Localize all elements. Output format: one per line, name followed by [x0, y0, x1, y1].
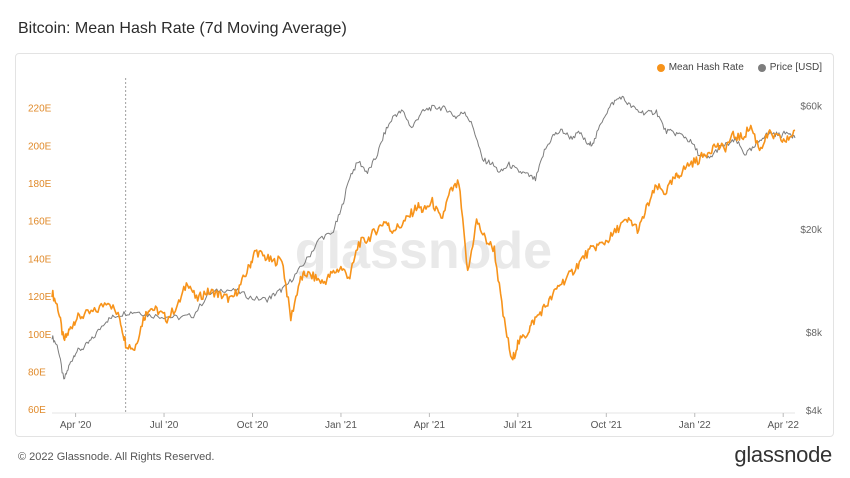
- legend-item-price[interactable]: Price [USD]: [757, 62, 822, 73]
- brand-logo: glassnode: [734, 442, 832, 467]
- legend-label-hash-rate: Mean Hash Rate: [668, 62, 744, 73]
- chart-legend: Mean Hash Rate Price [USD]: [656, 62, 822, 73]
- legend-item-hash-rate[interactable]: Mean Hash Rate: [656, 62, 744, 73]
- chart-card: [15, 53, 834, 437]
- copyright-text: © 2022 Glassnode. All Rights Reserved.: [18, 451, 215, 463]
- legend-dot-price: [757, 63, 766, 72]
- legend-label-price: Price [USD]: [769, 62, 822, 73]
- legend-dot-hash-rate: [656, 63, 665, 72]
- page-title: Bitcoin: Mean Hash Rate (7d Moving Avera…: [18, 20, 347, 37]
